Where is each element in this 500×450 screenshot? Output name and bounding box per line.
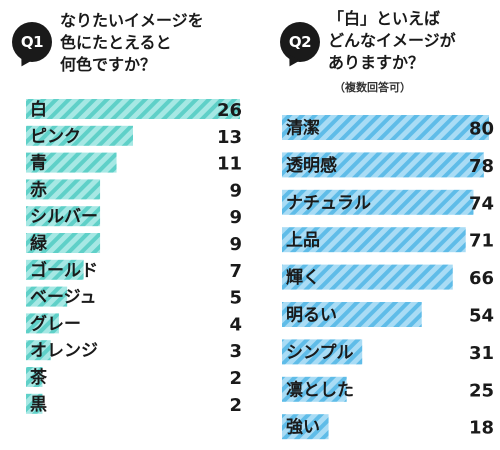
q1-category-label: 茶	[30, 367, 48, 388]
q1-value-label: 2	[229, 395, 242, 416]
q2-bar	[282, 189, 474, 215]
q2-value-label: 54	[469, 306, 494, 327]
q1-bar	[26, 152, 117, 173]
q2-value-label: 78	[469, 156, 494, 177]
q1-value-label: 4	[229, 314, 242, 335]
q1-value-label: 7	[229, 261, 242, 282]
q1-bar-chart: 白 26 ピンク 13 青 11 赤 9 シルバー 9 緑 9 ゴールド 7 ベージュ 5 グレー 4 オレンジ 3 茶…	[26, 99, 242, 416]
q1-bar	[26, 99, 240, 119]
q1-bar	[26, 286, 68, 307]
q1-bar	[26, 367, 43, 387]
q1-panel: Q1 なりたいイメージを 色にたとえると 何色ですか？ 白 26 ピンク 13 青 11 赤…	[0, 0, 250, 450]
q2-bar	[282, 376, 347, 402]
q1-value-label: 2	[229, 368, 242, 389]
q2-category-label: 上品	[286, 231, 320, 251]
q1-value-label: 9	[229, 180, 242, 201]
q2-bar	[282, 264, 453, 290]
q2-badge: Q2	[280, 22, 320, 62]
q1-category-label: グレー	[30, 313, 81, 334]
q1-category-label: ゴールド	[30, 260, 98, 281]
q2-question: 「白」といえば どんなイメージが ありますか？	[328, 9, 456, 72]
q2-category-label: シンプル	[286, 342, 354, 363]
q2-note: （複数回答可）	[334, 81, 411, 94]
q2-bar	[282, 302, 422, 327]
q2-bar	[282, 152, 484, 178]
q2-bar-chart: 清潔 80 透明感 78 ナチュラル 74 上品 71 輝く 66 明るい 54 シンプル 31 凛とした 2…	[282, 115, 494, 440]
q1-value-label: 9	[229, 234, 242, 255]
q1-bar	[26, 206, 101, 227]
q1-category-label: 青	[30, 153, 47, 174]
q2-value-label: 25	[469, 380, 494, 401]
q2-category-label: ナチュラル	[286, 193, 371, 213]
q2-bar	[282, 339, 363, 365]
q1-category-label: シルバー	[30, 207, 98, 227]
q1-category-label: ピンク	[30, 127, 81, 147]
q2-category-label: 輝く	[286, 268, 320, 288]
q1-value-label: 11	[217, 154, 242, 175]
q1-bar	[26, 313, 59, 334]
q1-bar	[26, 179, 101, 200]
q1-bar	[26, 340, 51, 361]
q2-value-label: 71	[469, 231, 494, 252]
q2-category-label: 強い	[286, 417, 320, 438]
q2-bar	[282, 414, 329, 440]
q1-bar	[26, 393, 43, 414]
q1-bar	[26, 125, 133, 146]
q1-badge: Q1	[12, 22, 52, 62]
q2-category-label: 透明感	[286, 155, 337, 176]
q1-value-label: 5	[229, 288, 242, 309]
q1-category-label: オレンジ	[30, 341, 98, 361]
q1-value-label: 26	[217, 100, 242, 121]
q2-bar	[282, 227, 466, 253]
q1-category-label: 赤	[30, 179, 47, 200]
q2-category-label: 凛とした	[286, 379, 354, 400]
q1-value-label: 3	[229, 341, 242, 362]
q1-value-label: 9	[229, 207, 242, 228]
q2-bar	[282, 115, 489, 140]
q1-category-label: 白	[30, 99, 47, 120]
q2-value-label: 31	[469, 343, 494, 364]
q2-value-label: 18	[469, 418, 494, 439]
q1-bar	[26, 259, 84, 280]
q1-category-label: 緑	[30, 233, 48, 254]
q2-value-label: 66	[469, 268, 494, 289]
q2-category-label: 明るい	[286, 306, 337, 326]
q1-bar	[26, 233, 101, 253]
q1-question: なりたいイメージを 色にたとえると 何色ですか？	[60, 11, 204, 74]
q2-category-label: 清潔	[286, 118, 320, 139]
q2-panel: Q2 「白」といえば どんなイメージが ありますか？ （複数回答可） 清潔 80 透…	[262, 0, 500, 450]
q2-value-label: 74	[469, 193, 494, 214]
q1-category-label: 黒	[30, 395, 47, 415]
q1-value-label: 13	[217, 127, 242, 148]
q2-value-label: 80	[469, 119, 494, 140]
q1-category-label: ベージュ	[30, 288, 96, 308]
